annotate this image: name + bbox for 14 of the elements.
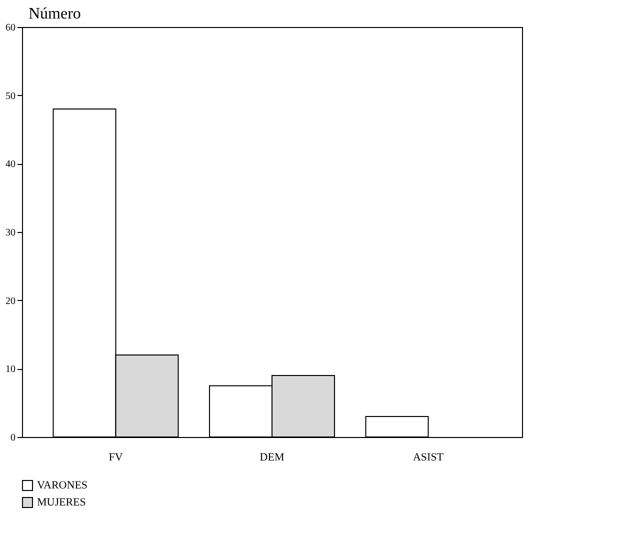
legend-label: MUJERES — [37, 496, 86, 508]
y-tick-label: 60 — [6, 22, 16, 34]
y-tick-label: 50 — [6, 90, 16, 102]
x-tick-label: FV — [108, 452, 123, 464]
y-tick-label: 20 — [6, 296, 16, 307]
bar — [365, 416, 429, 438]
y-tick-label: 40 — [6, 159, 16, 170]
y-tick-label: 30 — [6, 228, 16, 238]
y-tick-label: 0 — [10, 432, 16, 444]
x-tick-label: ASIST — [412, 452, 444, 464]
y-axis-title: Número — [28, 6, 81, 22]
x-tick-label: DEM — [260, 452, 284, 464]
y-tick-label: 10 — [6, 364, 16, 376]
legend-label: VARONES — [37, 480, 88, 492]
